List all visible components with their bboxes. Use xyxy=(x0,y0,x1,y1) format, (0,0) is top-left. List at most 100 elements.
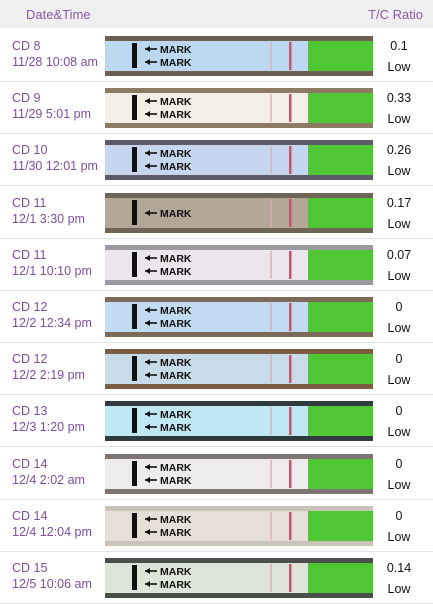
strip-mark-label: MARK xyxy=(160,422,192,434)
lh-level: Low xyxy=(387,425,411,440)
cycle-day: CD 11 xyxy=(12,247,47,262)
test-date: CD 9 11/29 5:01 pm xyxy=(12,90,91,122)
date-time: 11/29 5:01 pm xyxy=(12,107,91,122)
strip-handle xyxy=(308,354,373,385)
test-line xyxy=(270,564,272,592)
test-date: CD 14 12/4 2:02 am xyxy=(12,456,85,488)
tc-ratio: 0.26 xyxy=(386,143,412,158)
mark-bar xyxy=(132,304,137,329)
test-line xyxy=(270,407,272,436)
date-time: 12/4 12:04 pm xyxy=(12,524,92,539)
result: 0.1 Low xyxy=(375,36,423,78)
mark-bar xyxy=(132,251,137,277)
mark-arrowhead xyxy=(145,424,150,431)
strip-mark-label: MARK xyxy=(160,318,192,330)
cycle-day: CD 12 xyxy=(12,352,48,367)
mark-arrowhead xyxy=(145,46,150,52)
strip-mark-label: MARK xyxy=(160,566,192,578)
mark-bar xyxy=(132,43,137,68)
control-line xyxy=(289,459,292,488)
mark-bar xyxy=(132,356,137,382)
cycle-day: CD 15 xyxy=(12,561,48,575)
strip-handle xyxy=(308,93,373,124)
mark-arrowhead xyxy=(145,307,150,313)
test-row: CD 15 12/5 10:06 am MARK MARK 0.14 Low xyxy=(0,552,433,604)
test-line xyxy=(270,511,272,540)
test-row: CD 12 12/2 12:34 pm MARK MARK 0 Low xyxy=(0,291,433,343)
mark-bar xyxy=(132,199,137,225)
cycle-day: CD 10 xyxy=(12,143,48,158)
mark-bar xyxy=(132,565,137,590)
date-column-label: Date&Time xyxy=(26,7,91,22)
date-time: 12/2 2:19 pm xyxy=(12,368,85,383)
result: 0 Low xyxy=(375,297,423,339)
tc-ratio: 0 xyxy=(395,508,403,523)
mark-arrowhead xyxy=(145,150,150,157)
lh-level: Low xyxy=(387,268,411,283)
tc-ratio: 0 xyxy=(395,404,403,419)
lh-level: Low xyxy=(387,321,411,335)
lh-level: Low xyxy=(387,529,411,544)
lh-level: Low xyxy=(387,582,411,596)
mark-arrowhead xyxy=(145,476,150,483)
strip-handle xyxy=(308,458,373,489)
mark-bar xyxy=(132,460,137,486)
mark-arrowhead xyxy=(145,372,150,379)
mark-bar xyxy=(132,408,137,434)
cycle-day: CD 14 xyxy=(12,508,48,523)
strip-mark-label: MARK xyxy=(160,44,192,56)
test-row: CD 11 12/1 3:30 pm MARK 0.17 Low xyxy=(0,187,433,239)
test-date: CD 13 12/3 1:20 pm xyxy=(12,403,85,435)
strip-mark-label: MARK xyxy=(160,579,192,591)
test-row: CD 13 12/3 1:20 pm MARK MARK 0 Low xyxy=(0,395,433,448)
control-line xyxy=(289,511,292,540)
test-row: CD 12 12/2 2:19 pm MARK MARK 0 Low xyxy=(0,343,433,396)
test-row: CD 11 12/1 10:10 pm MARK MARK 0.07 Low xyxy=(0,239,433,291)
date-time: 12/2 12:34 pm xyxy=(12,316,92,330)
strip-handle xyxy=(308,145,373,176)
control-line xyxy=(289,94,292,123)
date-time: 11/28 10:08 am xyxy=(12,55,98,69)
test-line xyxy=(270,459,272,488)
strip-handle xyxy=(308,406,373,437)
mark-arrowhead xyxy=(145,528,150,535)
test-row: CD 14 12/4 2:02 am MARK MARK 0 Low xyxy=(0,448,433,500)
test-line xyxy=(270,198,272,227)
test-date: CD 15 12/5 10:06 am xyxy=(12,560,92,592)
strip-mark-label: MARK xyxy=(160,208,192,220)
strip-mark-label: MARK xyxy=(160,514,192,526)
test-row: CD 10 11/30 12:01 pm MARK MARK 0.26 Low xyxy=(0,134,433,187)
mark-arrowhead xyxy=(145,163,150,170)
strip-mark-label: MARK xyxy=(160,96,192,108)
strip-mark-label: MARK xyxy=(160,109,192,121)
lh-level: Low xyxy=(387,164,411,179)
cycle-day: CD 12 xyxy=(12,300,48,314)
strip-mark-label: MARK xyxy=(160,357,192,369)
tc-ratio: 0 xyxy=(395,300,403,314)
strip-mark-label: MARK xyxy=(160,148,192,160)
mark-arrowhead xyxy=(145,209,150,216)
strip-handle xyxy=(308,563,373,593)
cycle-day: CD 11 xyxy=(12,195,47,210)
strip-handle xyxy=(308,41,373,71)
mark-arrowhead xyxy=(145,320,150,326)
test-line xyxy=(270,303,272,331)
strip-mark-label: MARK xyxy=(160,305,192,317)
date-time: 12/1 10:10 pm xyxy=(12,263,92,278)
date-time: 12/3 1:20 pm xyxy=(12,420,85,435)
test-date: CD 11 12/1 10:10 pm xyxy=(12,247,92,279)
test-line xyxy=(270,42,272,70)
mark-arrowhead xyxy=(145,98,150,105)
strip-handle xyxy=(308,510,373,541)
tc-ratio: 0 xyxy=(395,352,403,367)
ratio-column-label: T/C Ratio xyxy=(368,7,423,22)
result: 0.33 Low xyxy=(375,88,423,130)
